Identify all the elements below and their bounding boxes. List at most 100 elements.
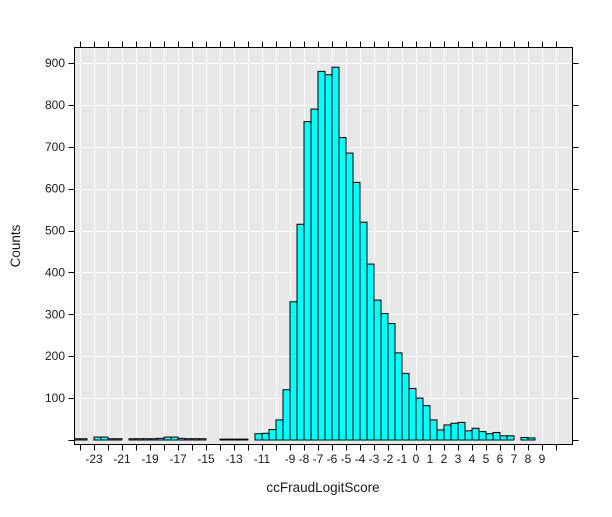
x-tick-label: -4	[355, 452, 366, 466]
histogram-bar	[366, 263, 375, 441]
x-tick-label: 7	[511, 452, 518, 466]
x-tick-label: 4	[469, 452, 476, 466]
plot-frame	[74, 47, 573, 445]
x-tick-label: -15	[197, 452, 215, 466]
y-tick-label: 900	[45, 56, 65, 70]
histogram-bar	[289, 301, 298, 441]
histogram-bar	[401, 372, 410, 441]
x-tick-label: -9	[285, 452, 296, 466]
histogram-bar	[198, 438, 207, 441]
histogram-bar	[107, 438, 116, 441]
y-tick-label: 300	[45, 307, 65, 321]
x-tick-label: 5	[483, 452, 490, 466]
histogram-bar	[380, 312, 389, 441]
histogram-bar	[373, 299, 382, 441]
y-tick-label: 400	[45, 265, 65, 279]
x-tick-label: -5	[341, 452, 352, 466]
histogram-bar	[268, 429, 277, 441]
histogram-bar	[303, 121, 312, 441]
histogram-bar	[422, 405, 431, 441]
x-tick-label: 8	[525, 452, 532, 466]
x-tick-label: -2	[383, 452, 394, 466]
histogram-bar	[527, 437, 536, 441]
histogram-bar	[506, 435, 515, 441]
histogram-bar	[100, 436, 109, 441]
histogram-bar	[275, 419, 284, 441]
histogram-bar	[394, 352, 403, 441]
histogram-bar	[149, 438, 158, 441]
y-tick-label: 500	[45, 224, 65, 238]
histogram-bar	[471, 427, 480, 441]
histogram-bar	[387, 323, 396, 441]
histogram-bar	[492, 431, 501, 441]
y-axis-title: Counts	[8, 224, 23, 267]
histogram-bar	[261, 432, 270, 441]
y-tick-label: 700	[45, 140, 65, 154]
histogram-bar	[79, 438, 88, 441]
x-tick-label: -7	[313, 452, 324, 466]
x-tick-label: -19	[141, 452, 159, 466]
histogram-bar	[296, 223, 305, 441]
histogram-bar	[317, 70, 326, 441]
x-tick-label: 6	[497, 452, 504, 466]
histogram-bar	[345, 152, 354, 441]
histogram-bar	[464, 430, 473, 441]
histogram-bar	[93, 436, 102, 441]
histogram-bar	[156, 437, 165, 441]
histogram-bar	[142, 438, 151, 441]
histogram-bar	[485, 433, 494, 441]
histogram-bars	[74, 66, 536, 441]
histogram-bar	[415, 397, 424, 441]
x-tick-label: 9	[539, 452, 546, 466]
histogram-bar	[324, 74, 333, 441]
histogram-bar	[331, 66, 340, 441]
histogram-bar	[128, 438, 137, 441]
histogram-bar	[352, 181, 361, 441]
histogram-bar	[226, 438, 235, 441]
histogram-bar	[310, 108, 319, 441]
histogram-bar	[135, 438, 144, 441]
x-tick-label: -1	[397, 452, 408, 466]
x-tick-label: -21	[113, 452, 131, 466]
x-tick-label: 0	[413, 452, 420, 466]
histogram-bar	[233, 438, 242, 441]
x-tick-label: 1	[427, 452, 434, 466]
histogram-bar	[191, 438, 200, 441]
histogram-bar	[177, 437, 186, 441]
histogram-bar	[408, 387, 417, 441]
histogram-bar	[478, 431, 487, 441]
y-tick-label: 600	[45, 182, 65, 196]
histogram-bar	[170, 436, 179, 441]
histogram-bar	[338, 137, 347, 441]
histogram-bar	[499, 435, 508, 441]
histogram-bar	[436, 429, 445, 441]
histogram-bar	[114, 438, 123, 441]
y-tick-label: 100	[45, 391, 65, 405]
histogram-bar	[443, 424, 452, 441]
histogram-bar	[429, 419, 438, 441]
histogram-bar	[240, 438, 249, 441]
histogram-bar	[254, 433, 263, 441]
x-tick-label: -11	[254, 452, 271, 466]
y-tick-label: 200	[45, 349, 65, 363]
histogram-bar	[184, 438, 193, 441]
histogram-bar	[359, 221, 368, 441]
histogram-bar	[219, 438, 228, 441]
x-tick-label: -6	[327, 452, 338, 466]
x-tick-label: -23	[85, 452, 103, 466]
x-tick-label: 3	[455, 452, 462, 466]
histogram-bar	[163, 436, 172, 441]
y-tick-label: 800	[45, 98, 65, 112]
histogram-bar	[282, 389, 291, 441]
x-tick-label: -17	[169, 452, 187, 466]
histogram-bar	[457, 421, 466, 441]
histogram-bar	[520, 436, 529, 441]
x-tick-label: -8	[299, 452, 310, 466]
x-tick-label: -3	[369, 452, 380, 466]
x-tick-label: -13	[225, 452, 243, 466]
histogram-bar	[450, 422, 459, 441]
x-tick-label: 2	[441, 452, 448, 466]
x-axis-title: ccFraudLogitScore	[266, 480, 379, 495]
